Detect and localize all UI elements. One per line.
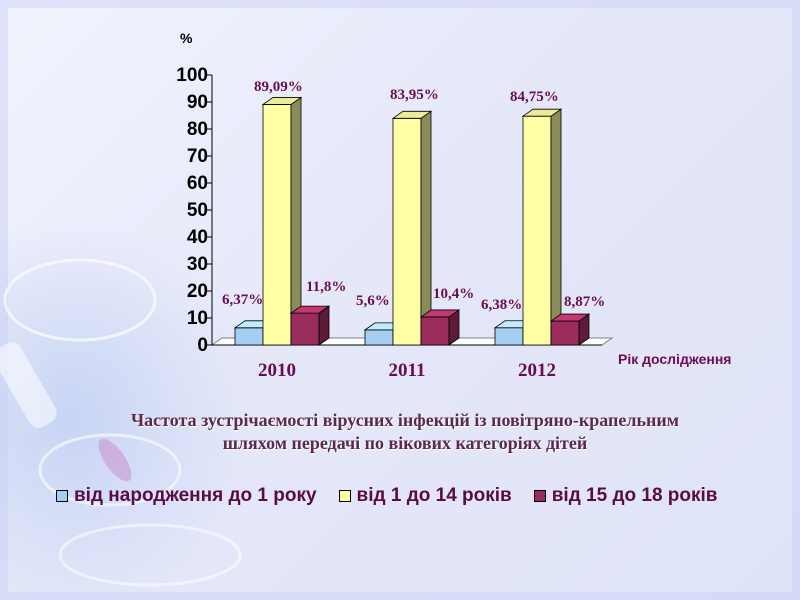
legend-label-children: від 1 до 14 років: [356, 485, 512, 506]
bar-side: [420, 110, 432, 346]
bar-top: [289, 305, 331, 314]
bar-front: [364, 329, 394, 346]
legend-label-teens: від 15 до 18 років: [551, 485, 718, 506]
bar-front: [522, 115, 552, 346]
bar-front: [550, 320, 580, 346]
legend-swatch-children: [338, 490, 351, 502]
y-tick-label: 100: [176, 65, 208, 86]
x-tick-label: 2010: [258, 360, 296, 381]
legend-item-children: від 1 до 14 років: [338, 485, 512, 507]
x-tick-label: 2011: [389, 360, 426, 381]
chart-title: Частота зустрічаємості вірусних інфекцій…: [50, 409, 760, 455]
data-label: 84,75%: [510, 89, 559, 105]
data-label: 6,37%: [222, 292, 263, 308]
data-label: 83,95%: [390, 87, 439, 103]
bar-front: [392, 117, 422, 346]
bar-front: [420, 316, 450, 346]
y-tick-label: 10: [187, 308, 208, 329]
bar-top: [549, 313, 591, 322]
legend: від народження до 1 року від 1 до 14 рок…: [56, 484, 739, 508]
legend-item-teens: від 15 до 18 років: [533, 485, 718, 507]
bar-front: [262, 104, 292, 346]
legend-item-infants: від народження до 1 року: [56, 485, 317, 507]
y-tick-label: 70: [187, 146, 208, 167]
y-axis-label: %: [180, 30, 193, 46]
data-label: 10,4%: [433, 286, 474, 302]
bar-front: [494, 327, 524, 346]
bar-top: [419, 309, 461, 318]
y-tick-label: 30: [187, 254, 208, 275]
legend-swatch-infants: [56, 490, 68, 502]
data-label: 89,09%: [254, 79, 303, 95]
bar-front: [234, 327, 264, 346]
y-tick-label: 50: [187, 200, 208, 221]
x-axis-label: Рік дослідження: [618, 351, 731, 367]
chart-title-line-2: шляхом передачі по вікових категоріях ді…: [222, 433, 588, 453]
bar-front: [290, 312, 320, 346]
chart-title-line-1: Частота зустрічаємості вірусних інфекцій…: [130, 410, 680, 430]
data-label: 8,87%: [564, 294, 605, 310]
bar-side: [550, 108, 562, 346]
y-tick-label: 40: [187, 227, 208, 248]
x-tick-label: 2012: [518, 360, 556, 381]
data-label: 5,6%: [356, 293, 390, 309]
bar-top: [261, 97, 303, 105]
bar-top: [391, 110, 433, 119]
bar-top: [521, 108, 563, 117]
y-tick-label: 60: [187, 173, 208, 194]
y-tick-label: 20: [187, 281, 208, 302]
legend-swatch-teens: [533, 490, 546, 502]
y-tick-label: 0: [197, 335, 208, 356]
y-tick-label: 80: [187, 119, 208, 140]
data-label: 11,8%: [306, 279, 346, 295]
y-tick-label: 90: [187, 92, 208, 113]
legend-label-infants: від народження до 1 року: [74, 485, 317, 506]
data-label: 6,38%: [481, 297, 522, 313]
